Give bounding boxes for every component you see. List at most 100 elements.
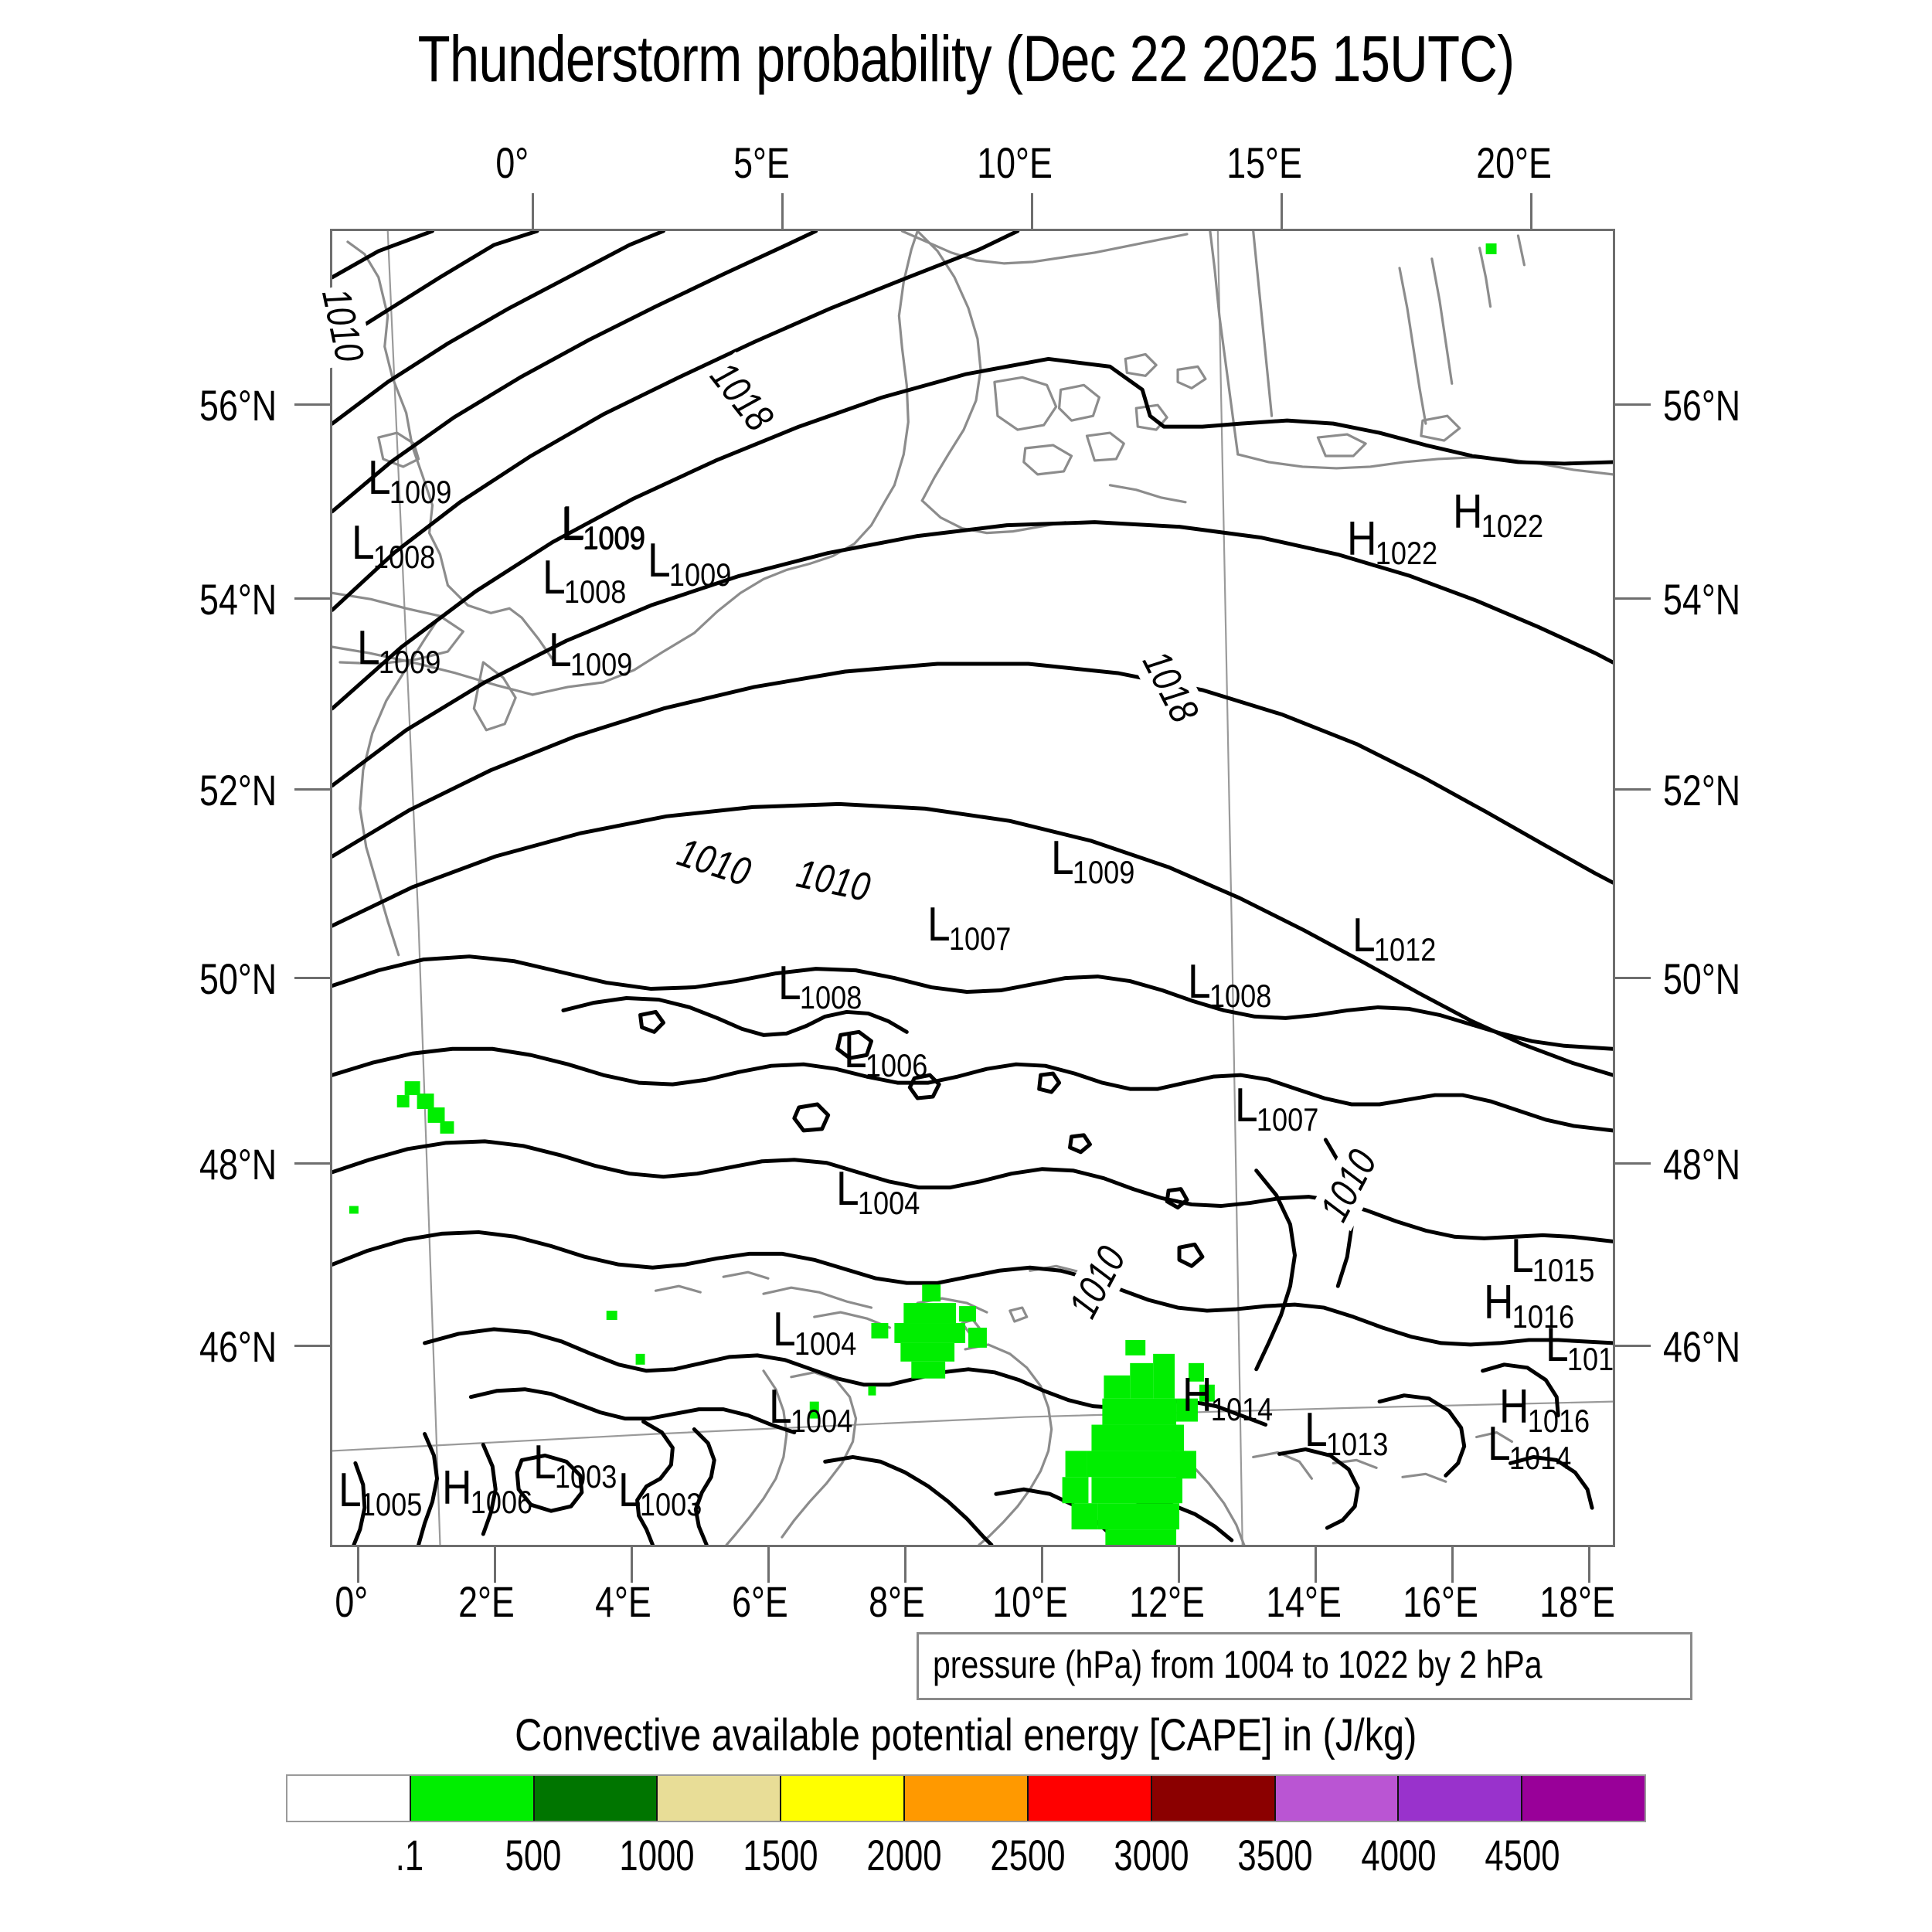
- tick-bottom-8: [904, 1547, 906, 1583]
- tick-right-54: [1615, 597, 1651, 600]
- axis-label-top-5: 5°E: [733, 138, 790, 187]
- axis-label-left-46: 46°N: [199, 1322, 277, 1371]
- axis-label-bottom-2: 2°E: [458, 1577, 515, 1626]
- tick-top-15: [1281, 193, 1283, 229]
- colorbar-segment-2[interactable]: [532, 1776, 657, 1821]
- extrema-marker: L1009: [648, 534, 732, 593]
- marker-H1014: H1014: [1182, 1369, 1274, 1427]
- tick-bottom-12: [1178, 1547, 1180, 1583]
- axis-label-bottom-4: 4°E: [595, 1577, 651, 1626]
- colorbar-segment-9[interactable]: [1397, 1776, 1522, 1821]
- colorbar-tick-2500: 2500: [990, 1831, 1066, 1879]
- axis-label-left-48: 48°N: [199, 1140, 277, 1189]
- cape-colorbar-ticks: .1 500 1000 1500 2000 2500 3000 3500 4000 4500: [286, 1830, 1646, 1900]
- marker-L1004-b: L1004: [773, 1303, 857, 1362]
- marker-L1015: L1015: [1511, 1230, 1595, 1288]
- marker-L1008-b: L1008: [1188, 955, 1272, 1014]
- tick-top-5: [781, 193, 784, 229]
- axis-label-bottom-8: 8°E: [869, 1577, 925, 1626]
- axis-label-top-15: 15°E: [1226, 138, 1302, 187]
- axis-label-right-46: 46°N: [1663, 1322, 1741, 1371]
- page-title: Thunderstorm probability (Dec 22 2025 15…: [417, 22, 1515, 95]
- marker-L1008-c: L1008: [352, 516, 436, 575]
- tick-right-52: [1615, 788, 1651, 791]
- marker-L1009-a: L1009: [561, 498, 645, 556]
- axis-label-left-50: 50°N: [199, 954, 277, 1003]
- cape-legend-title: Convective available potential energy [C…: [515, 1710, 1417, 1760]
- tick-left-46: [294, 1345, 330, 1347]
- axis-label-top-10: 10°E: [977, 138, 1053, 187]
- marker-L1009-d: L1009: [1051, 832, 1135, 890]
- marker-H1016-a: H1016: [1484, 1276, 1575, 1335]
- marker-L1003-a: L1003: [533, 1436, 617, 1495]
- tick-top-0: [532, 193, 534, 229]
- marker-L1009-b: L1009: [368, 451, 452, 510]
- axis-label-right-56: 56°N: [1663, 381, 1741, 430]
- marker-L1013: L1013: [1304, 1403, 1389, 1462]
- marker-L1004-a: L1004: [836, 1162, 920, 1221]
- axis-label-right-54: 54°N: [1663, 575, 1741, 624]
- tick-left-48: [294, 1162, 330, 1165]
- tick-right-46: [1615, 1345, 1651, 1347]
- marker-L1003-b: L1003: [618, 1464, 702, 1522]
- axis-label-bottom-6: 6°E: [732, 1577, 788, 1626]
- colorbar-segment-1[interactable]: [409, 1776, 533, 1821]
- cape-colorbar[interactable]: [286, 1774, 1646, 1822]
- cape-shading: [349, 243, 1497, 1545]
- axis-label-bottom-0: 0°: [335, 1577, 369, 1626]
- colorbar-tick-3000: 3000: [1114, 1831, 1189, 1879]
- marker-L101: L101: [1546, 1318, 1614, 1377]
- colorbar-tick-1000: 1000: [619, 1831, 695, 1879]
- marker-L1008-a: L1008: [778, 957, 862, 1015]
- colorbar-segment-6[interactable]: [1026, 1776, 1151, 1821]
- tick-left-54: [294, 597, 330, 600]
- colorbar-segment-0[interactable]: [287, 1776, 410, 1821]
- tick-left-56: [294, 403, 330, 406]
- tick-right-48: [1615, 1162, 1651, 1165]
- axis-label-left-54: 54°N: [199, 575, 277, 624]
- marker-H1016-b: H1016: [1499, 1380, 1590, 1439]
- colorbar-segment-5[interactable]: [903, 1776, 1027, 1821]
- axis-label-right-50: 50°N: [1663, 954, 1741, 1003]
- coastlines: [332, 231, 1613, 1545]
- colorbar-segment-8[interactable]: [1274, 1776, 1398, 1821]
- axis-label-right-52: 52°N: [1663, 766, 1741, 815]
- colorbar-segment-3[interactable]: [656, 1776, 781, 1821]
- axis-label-top-0: 0°: [495, 138, 529, 187]
- tick-right-56: [1615, 403, 1651, 406]
- marker-L1005: L1005: [338, 1464, 423, 1522]
- extrema-marker: H1022: [1347, 512, 1438, 571]
- marker-H1006: H1006: [442, 1461, 533, 1520]
- pressure-contours: [332, 231, 1613, 1545]
- map-plot-area[interactable]: L1009 L1008 L1009 H1022 L1009: [330, 229, 1615, 1547]
- tick-top-10: [1031, 193, 1033, 229]
- extrema-marker: L1008: [543, 551, 627, 610]
- tick-bottom-18: [1588, 1547, 1590, 1583]
- tick-left-50: [294, 977, 330, 979]
- axis-label-left-52: 52°N: [199, 766, 277, 815]
- tick-bottom-2: [494, 1547, 496, 1583]
- marker-L1006: L1006: [844, 1025, 928, 1083]
- tick-left-52: [294, 788, 330, 791]
- tick-right-50: [1615, 977, 1651, 979]
- marker-L1007-b: L1007: [1235, 1079, 1319, 1138]
- tick-bottom-6: [767, 1547, 770, 1583]
- colorbar-tick-3500: 3500: [1237, 1831, 1313, 1879]
- colorbar-segment-7[interactable]: [1150, 1776, 1274, 1821]
- colorbar-segment-10[interactable]: [1521, 1776, 1645, 1821]
- tick-bottom-14: [1315, 1547, 1317, 1583]
- axis-label-left-56: 56°N: [199, 381, 277, 430]
- colorbar-segment-4[interactable]: [780, 1776, 904, 1821]
- marker-L1007: L1007: [927, 898, 1012, 957]
- marker-L1009-c: L1009: [357, 621, 441, 680]
- colorbar-tick-500: 500: [505, 1831, 562, 1879]
- tick-bottom-0: [357, 1547, 359, 1583]
- map-canvas: [332, 231, 1613, 1545]
- axis-label-bottom-18: 18°E: [1539, 1577, 1615, 1626]
- colorbar-tick-.1: .1: [395, 1831, 424, 1879]
- axis-label-bottom-12: 12°E: [1129, 1577, 1205, 1626]
- pressure-legend-box: pressure (hPa) from 1004 to 1022 by 2 hP…: [917, 1632, 1692, 1700]
- axis-label-bottom-14: 14°E: [1266, 1577, 1342, 1626]
- extrema-marker: L1009: [562, 497, 646, 556]
